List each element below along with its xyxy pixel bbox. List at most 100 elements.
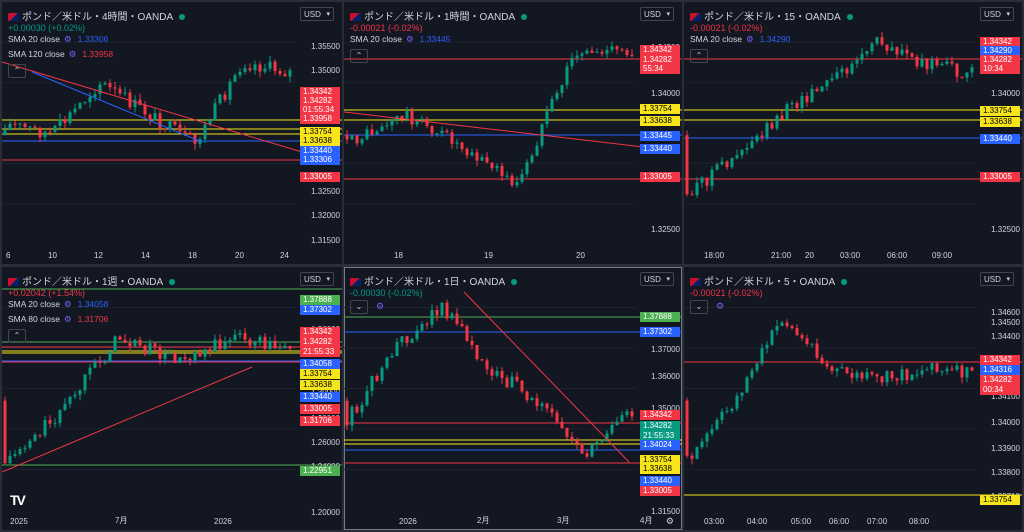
candle	[845, 68, 849, 74]
candle	[78, 103, 82, 109]
settings-icon[interactable]: ⚙	[68, 49, 77, 59]
candle	[360, 405, 364, 413]
candle-chart[interactable]	[684, 2, 1022, 264]
time-axis-label: 07:00	[867, 517, 888, 526]
price-axis-label: 1.34600	[991, 308, 1020, 317]
currency-select[interactable]: USD	[640, 272, 674, 287]
candle	[705, 177, 709, 186]
indicator-legend[interactable]: SMA 20 close ⚙ 1.34290	[690, 34, 790, 45]
candle	[350, 406, 354, 426]
chart-panel-4[interactable]: ポンド／米ドル・1週・OANDA +0.02042 (+1.54%) SMA 20 …	[2, 267, 342, 530]
candle	[163, 128, 167, 130]
chart-panel-2[interactable]: ポンド／米ドル・1時間・OANDA -0.00021 (-0.02%) SMA 20…	[344, 2, 682, 264]
price-tag: 1.33754	[300, 369, 340, 379]
currency-select[interactable]: USD	[300, 272, 334, 287]
candle	[615, 421, 619, 425]
price-tag: 1.34342	[980, 37, 1020, 47]
trend-line	[31, 71, 203, 143]
chart-panel-1[interactable]: ポンド／米ドル・4時間・OANDA +0.00030 (+0.02%) SMA 20…	[2, 2, 342, 264]
currency-select[interactable]: USD	[980, 272, 1014, 287]
collapse-legend-button[interactable]: ⌃	[8, 64, 26, 78]
candle	[183, 357, 187, 359]
candle	[113, 87, 117, 89]
candle	[430, 310, 434, 325]
candle	[570, 436, 574, 441]
candle	[895, 378, 899, 381]
currency-select[interactable]: USD	[640, 7, 674, 22]
candle	[560, 84, 564, 93]
collapse-legend-button[interactable]: ⌄	[350, 300, 368, 314]
settings-icon[interactable]: ⚙	[63, 314, 72, 324]
settings-icon[interactable]: ⚙	[745, 34, 754, 44]
candle	[63, 119, 67, 123]
collapse-legend-button[interactable]: ⌃	[690, 49, 708, 63]
candle	[415, 120, 419, 125]
indicator-legend[interactable]: SMA 20 close ⚙ 1.34058	[8, 299, 108, 310]
candle	[58, 119, 62, 126]
candle	[725, 410, 729, 412]
candle	[73, 394, 77, 397]
candle	[960, 76, 964, 78]
indicator-legend[interactable]: SMA 20 close ⚙ 1.33306	[8, 34, 108, 45]
candle	[775, 115, 779, 129]
candle	[113, 336, 117, 352]
candle	[875, 374, 879, 377]
candle	[865, 372, 869, 379]
collapse-legend-button[interactable]: ⌃	[350, 49, 368, 63]
candle	[915, 374, 919, 376]
price-tag: 10:34	[980, 64, 1020, 74]
candle	[505, 175, 509, 177]
candle	[425, 323, 429, 325]
candle-chart[interactable]	[2, 2, 342, 264]
settings-icon[interactable]: ⚙	[716, 301, 725, 311]
candle	[400, 115, 404, 120]
candle	[820, 86, 824, 92]
settings-icon[interactable]: ⚙	[63, 299, 72, 309]
collapse-legend-button[interactable]: ⌄	[690, 300, 708, 314]
indicator-legend[interactable]: SMA 20 close ⚙ 1.33445	[350, 34, 450, 45]
candle	[700, 441, 704, 448]
candle	[810, 88, 814, 103]
candle-chart[interactable]	[344, 267, 682, 530]
price-axis-label: 1.32000	[311, 211, 340, 220]
chart-panel-6[interactable]: ポンド／米ドル・5・OANDA-0.00021 (-0.02%) ⌄ ⚙ USD 1.3…	[684, 267, 1022, 530]
candle-chart[interactable]	[684, 267, 1022, 530]
settings-icon[interactable]: ⚙	[63, 34, 72, 44]
candle	[830, 366, 834, 372]
candle	[870, 372, 874, 375]
candle	[3, 400, 7, 464]
candle	[203, 124, 207, 140]
candle	[370, 129, 374, 135]
candle	[760, 135, 764, 138]
indicator-legend[interactable]: SMA 120 close ⚙ 1.33958	[8, 49, 113, 60]
candle	[745, 147, 749, 150]
settings-icon[interactable]: ⚙	[665, 516, 674, 526]
candle	[540, 403, 544, 407]
currency-select[interactable]: USD	[980, 7, 1014, 22]
settings-icon[interactable]: ⚙	[405, 34, 414, 44]
indicator-legend[interactable]: SMA 80 close ⚙ 1.31706	[8, 314, 108, 325]
price-tag: 21:55:33	[640, 431, 680, 441]
collapse-legend-button[interactable]: ⌃	[8, 329, 26, 343]
candle	[910, 374, 914, 381]
candle	[870, 43, 874, 52]
candle-chart[interactable]	[344, 2, 682, 264]
candle	[385, 357, 389, 368]
candle	[18, 123, 22, 125]
time-axis-label: 03:00	[840, 251, 861, 260]
chart-panel-3[interactable]: ポンド／米ドル・15・OANDA -0.00021 (-0.02%) SMA 20 …	[684, 2, 1022, 264]
settings-icon[interactable]: ⚙	[376, 301, 385, 311]
market-open-icon	[841, 279, 848, 286]
currency-select[interactable]: USD	[300, 7, 334, 22]
price-tag: 1.34342	[980, 355, 1020, 365]
price-axis-label: 1.33800	[991, 468, 1020, 477]
candle	[755, 363, 759, 371]
candle	[700, 177, 704, 183]
candle	[410, 111, 414, 125]
chart-panel-5[interactable]: ポンド／米ドル・1日・OANDA-0.00030 (-0.02%) ⌄ ⚙ USD 1.…	[344, 267, 682, 530]
candle-chart[interactable]	[2, 267, 342, 530]
candle	[213, 339, 217, 352]
price-tag: 1.34342	[300, 87, 340, 97]
candle	[890, 371, 894, 379]
candle	[620, 49, 624, 51]
